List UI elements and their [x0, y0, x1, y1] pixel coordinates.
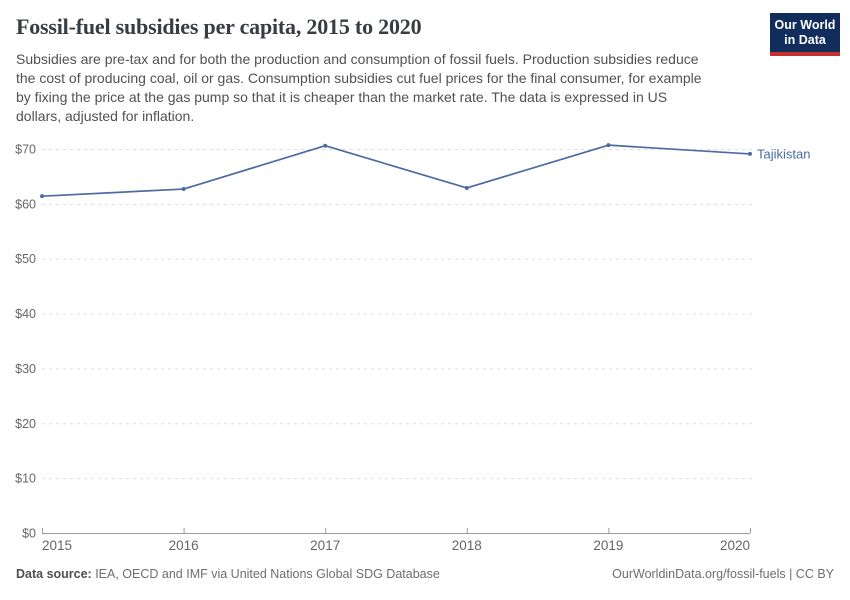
x-tick-label: 2015: [42, 538, 72, 553]
x-tick-label: 2016: [169, 538, 199, 553]
x-tick-label: 2020: [720, 538, 750, 553]
chart-subtitle: Subsidies are pre-tax and for both the p…: [16, 50, 761, 126]
data-source-label: Data source:: [16, 567, 92, 581]
y-tick-label: $30: [15, 362, 36, 376]
y-tick-label: $60: [15, 197, 36, 211]
owid-logo[interactable]: Our World in Data: [770, 13, 840, 56]
data-point: [748, 151, 752, 156]
data-source-text: IEA, OECD and IMF via United Nations Glo…: [91, 567, 440, 581]
y-tick-label: $0: [22, 527, 36, 541]
chart-footer: Data source: IEA, OECD and IMF via Unite…: [16, 567, 834, 581]
data-point: [323, 143, 328, 148]
owid-logo-line1: Our World: [774, 18, 836, 32]
data-point: [606, 143, 611, 148]
data-point: [40, 194, 44, 199]
x-tick-label: 2018: [452, 538, 482, 553]
series-label[interactable]: Tajikistan: [757, 146, 810, 161]
subtitle-line: by fixing the price at the gas pump so t…: [16, 89, 668, 105]
subtitle-line: Subsidies are pre-tax and for both the p…: [16, 51, 699, 67]
subtitle-line: dollars, adjusted for inflation.: [16, 108, 195, 124]
y-tick-label: $50: [15, 252, 36, 266]
y-tick-label: $20: [15, 417, 36, 431]
series-line: [41, 144, 751, 198]
credit-link[interactable]: OurWorldinData.org/fossil-fuels | CC BY: [612, 567, 834, 581]
owid-logo-line2: in Data: [784, 33, 826, 47]
chart-title: Fossil-fuel subsidies per capita, 2015 t…: [16, 14, 422, 39]
data-source: Data source: IEA, OECD and IMF via Unite…: [16, 567, 440, 581]
y-tick-label: $10: [15, 472, 36, 486]
subtitle-line: the cost of producing coal, oil or gas. …: [16, 70, 702, 86]
x-tick-label: 2019: [593, 538, 623, 553]
x-tick-label: 2017: [310, 538, 340, 553]
data-point: [464, 185, 469, 190]
data-point: [181, 187, 186, 192]
y-tick-label: $70: [15, 143, 36, 157]
y-tick-label: $40: [15, 307, 36, 321]
